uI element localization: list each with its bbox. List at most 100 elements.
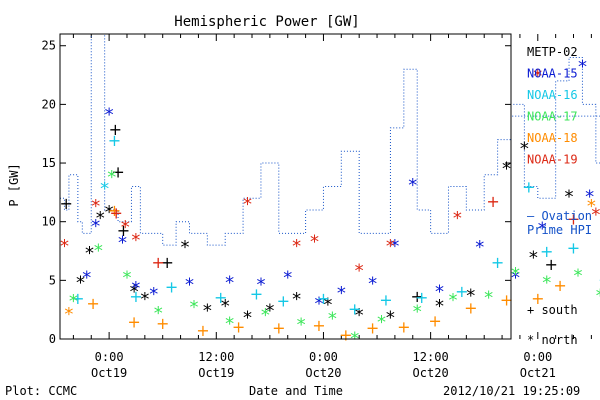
data-point-noaa-18: + xyxy=(464,299,477,318)
legend-ovation-line1: – Ovation xyxy=(527,209,592,223)
data-point-noaa-19: * xyxy=(60,236,69,257)
data-point-noaa-17: * xyxy=(69,291,78,312)
data-point-noaa-17: * xyxy=(484,288,493,309)
data-point-metp-02: * xyxy=(181,237,190,258)
data-point-metp-02: * xyxy=(221,296,230,317)
data-point-metp-02: + xyxy=(117,221,130,240)
data-point-noaa-19: * xyxy=(121,217,130,238)
data-point-noaa-15: * xyxy=(105,105,114,126)
y-tick-label: 20 xyxy=(42,97,56,111)
data-point-noaa-16: + xyxy=(348,300,361,319)
data-point-noaa-17: * xyxy=(573,265,582,286)
data-point-noaa-16: + xyxy=(277,291,290,310)
data-point-noaa-15: * xyxy=(368,274,377,295)
data-point-noaa-15: * xyxy=(256,275,265,296)
data-point-noaa-17: * xyxy=(377,312,386,333)
data-point-noaa-19: * xyxy=(243,194,252,215)
data-point-metp-02: * xyxy=(323,295,332,316)
data-point-noaa-16: + xyxy=(522,178,535,197)
data-point-noaa-18: + xyxy=(108,201,121,220)
x-tick-date-label: Oct19 xyxy=(198,366,234,380)
data-point-noaa-15: * xyxy=(225,272,234,293)
legend-ovation-line2: Prime HPI xyxy=(527,223,592,237)
data-point-noaa-19: + xyxy=(152,253,165,272)
data-point-noaa-18: + xyxy=(500,290,513,309)
data-point-metp-02: * xyxy=(265,301,274,322)
y-axis-label: P [GW] xyxy=(7,163,21,206)
data-point-noaa-16: + xyxy=(250,284,263,303)
data-point-noaa-17: * xyxy=(542,272,551,293)
x-tick-time-label: 0:00 xyxy=(309,350,338,364)
data-point-noaa-18: + xyxy=(312,316,325,335)
data-point-noaa-15: * xyxy=(475,237,484,258)
chart-title: Hemispheric Power [GW] xyxy=(174,14,359,30)
data-point-noaa-16: * xyxy=(100,179,109,200)
x-tick-date-label: Oct21 xyxy=(520,366,556,380)
legend: METP-02 NOAA-15 NOAA-16 NOAA-17 NOAA-18 NOAA-… xyxy=(527,45,592,347)
data-point-metp-02: * xyxy=(355,305,364,326)
data-point-metp-02: * xyxy=(105,202,114,223)
y-tick-label: 25 xyxy=(42,39,56,53)
data-point-metp-02: * xyxy=(529,248,538,269)
data-point-noaa-19: + xyxy=(110,203,123,222)
data-point-noaa-19: * xyxy=(386,236,395,257)
legend-item-noaa-17: NOAA-17 xyxy=(527,110,578,124)
legend-north: * north xyxy=(527,333,578,347)
data-point-noaa-18: + xyxy=(127,313,140,332)
data-point-noaa-18: + xyxy=(272,318,285,337)
data-point-noaa-16: + xyxy=(214,288,227,307)
data-point-noaa-18: + xyxy=(428,311,441,330)
y-tick-label: 5 xyxy=(49,273,56,287)
x-tick-date-label: Oct20 xyxy=(305,366,341,380)
data-point-noaa-17: * xyxy=(94,241,103,262)
legend-item-noaa-19: NOAA-19 xyxy=(527,153,578,167)
data-point-metp-02: * xyxy=(243,308,252,329)
data-point-metp-02: * xyxy=(466,285,475,306)
axis-ticks: 0 5 10 15 20 25 0:00 Oct19 12:00 Oct19 0:00 Oct20 12… xyxy=(42,34,592,380)
data-point-noaa-17: * xyxy=(122,268,131,289)
data-point-noaa-15: * xyxy=(511,268,520,289)
data-point-noaa-18: + xyxy=(156,314,169,333)
data-point-metp-02: * xyxy=(520,139,529,160)
data-point-noaa-16: + xyxy=(491,253,504,272)
data-point-noaa-16: + xyxy=(455,282,468,301)
data-point-metp-02: * xyxy=(85,243,94,264)
legend-item-metp-02: METP-02 xyxy=(527,45,578,59)
data-point-noaa-19: * xyxy=(91,196,100,217)
data-point-noaa-15: * xyxy=(131,278,140,299)
data-point-noaa-15: * xyxy=(91,216,100,237)
data-point-noaa-17: * xyxy=(511,264,520,285)
data-point-noaa-19: * xyxy=(453,208,462,229)
legend-item-noaa-18: NOAA-18 xyxy=(527,131,578,145)
x-tick-date-label: Oct19 xyxy=(91,366,127,380)
x-axis-label: Date and Time xyxy=(249,384,343,398)
data-point-metp-02: * xyxy=(386,308,395,329)
data-point-noaa-16: + xyxy=(165,277,178,296)
plot-frame xyxy=(59,33,512,340)
data-point-noaa-19: + xyxy=(567,209,580,228)
x-tick-time-label: 12:00 xyxy=(198,350,234,364)
data-point-noaa-15: * xyxy=(585,187,594,208)
data-point-noaa-16: + xyxy=(71,289,84,308)
legend-item-noaa-15: NOAA-15 xyxy=(527,67,578,81)
data-point-noaa-17: * xyxy=(413,302,422,323)
data-point-noaa-19: * xyxy=(292,236,301,257)
data-point-noaa-15: * xyxy=(283,268,292,289)
data-point-noaa-15: * xyxy=(82,268,91,289)
data-point-noaa-17: * xyxy=(189,297,198,318)
legend-south: + south xyxy=(527,303,578,317)
data-point-metp-02: * xyxy=(130,282,139,303)
x-tick-time-label: 0:00 xyxy=(523,350,552,364)
data-point-noaa-15: * xyxy=(408,175,417,196)
data-point-noaa-18: + xyxy=(86,294,99,313)
data-point-noaa-16: + xyxy=(108,131,121,150)
legend-item-noaa-16: NOAA-16 xyxy=(527,88,578,102)
data-point-noaa-19: * xyxy=(131,230,140,251)
data-point-noaa-18: + xyxy=(397,317,410,336)
data-point-metp-02: + xyxy=(111,162,124,181)
data-point-noaa-17: * xyxy=(328,309,337,330)
data-point-noaa-15: * xyxy=(149,284,158,305)
data-point-noaa-16: + xyxy=(567,239,580,258)
data-point-metp-02: * xyxy=(96,208,105,229)
data-point-noaa-17: * xyxy=(596,285,600,306)
